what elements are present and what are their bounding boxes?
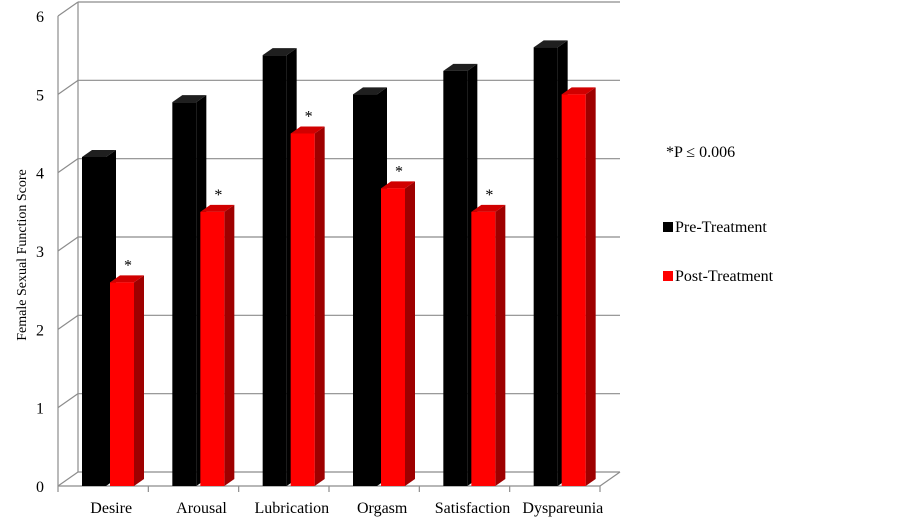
gridlines — [57, 1, 621, 492]
y-axis-label: Female Sexual Function Score — [15, 169, 30, 340]
bar-top — [200, 204, 235, 212]
bars: * * * * * — [82, 40, 596, 487]
bar-pre-treatment-arousal — [172, 95, 207, 487]
bar-side — [405, 181, 415, 487]
y-tick-label: 5 — [36, 87, 44, 104]
bar-post-treatment-lubrication — [290, 126, 325, 486]
bar-side — [134, 275, 144, 486]
bar-top — [262, 48, 297, 56]
bar-front — [471, 211, 496, 487]
x-tick-label: Lubrication — [255, 500, 330, 517]
x-tick-label: Dyspareunia — [522, 500, 603, 517]
y-tick-label: 0 — [36, 479, 44, 496]
bar-front — [82, 157, 106, 486]
y-tick-label: 4 — [36, 166, 44, 183]
y-tick-label: 3 — [36, 244, 44, 261]
y-tick-label: 6 — [36, 9, 44, 26]
legend-swatch — [663, 222, 673, 232]
x-tick-label: Arousal — [176, 500, 227, 517]
significance-marker: * — [485, 187, 493, 204]
bar-top — [533, 40, 568, 48]
gridline-depth — [57, 79, 79, 95]
x-tick-label: Orgasm — [357, 500, 408, 517]
gridline-depth — [57, 314, 79, 330]
bar-side — [585, 87, 596, 486]
bar-top — [443, 63, 478, 71]
bar-top — [353, 87, 387, 95]
y-tick-label: 1 — [36, 401, 44, 418]
bar-post-treatment-orgasm — [381, 181, 415, 487]
legend-item: Post-Treatment — [663, 268, 774, 285]
legend-label: Pre-Treatment — [675, 219, 767, 236]
x-axis-depth-line — [599, 471, 621, 487]
legend-label: Post-Treatment — [675, 268, 774, 285]
y-tick-labels: 0 1 2 3 4 5 6 — [36, 9, 44, 496]
bar-side — [495, 204, 506, 487]
bar-top — [561, 87, 596, 95]
significance-annotation: *P ≤ 0.006 — [666, 144, 735, 161]
bar-post-treatment-arousal — [200, 204, 235, 487]
bar-side — [224, 204, 235, 487]
bar-front — [172, 102, 197, 487]
bar-front — [381, 188, 405, 487]
bar-pre-treatment-dyspareunia — [533, 40, 568, 486]
x-tick-label: Satisfaction — [435, 500, 511, 517]
bar-post-treatment-satisfaction — [471, 204, 506, 487]
legend: Pre-Treatment Post-Treatment — [663, 219, 774, 285]
bar-top — [82, 150, 116, 157]
bar-top — [290, 126, 325, 134]
bar-front — [110, 282, 134, 486]
legend-swatch — [663, 271, 673, 281]
gridline-depth — [57, 1, 79, 17]
gridline-depth — [57, 236, 79, 252]
bar-top — [110, 275, 144, 283]
bar-front — [200, 211, 225, 487]
x-tick-labels: Desire Arousal Lubrication Orgasm Satisfacti… — [90, 500, 603, 517]
bar-top — [471, 204, 506, 212]
significance-marker: * — [305, 109, 313, 126]
bar-front — [353, 94, 377, 486]
significance-marker: * — [124, 257, 132, 274]
bar-side — [314, 126, 325, 486]
bar-front — [561, 94, 586, 486]
bar-front — [290, 133, 315, 486]
significance-marker: * — [395, 163, 403, 180]
bar-top — [172, 95, 207, 103]
significance-marker: * — [214, 187, 222, 204]
gridline-depth — [57, 393, 79, 409]
gridline-depth — [57, 471, 79, 487]
gridline-depth — [57, 158, 79, 174]
legend-item: Pre-Treatment — [663, 219, 767, 236]
x-tick-label: Desire — [90, 500, 132, 517]
bar-top — [381, 181, 415, 189]
bar-front — [443, 70, 468, 486]
bar-front — [533, 47, 558, 486]
bar-post-treatment-desire — [110, 275, 144, 486]
bar-front — [262, 55, 287, 487]
y-tick-label: 2 — [36, 322, 44, 339]
bar-post-treatment-dyspareunia — [561, 87, 596, 486]
